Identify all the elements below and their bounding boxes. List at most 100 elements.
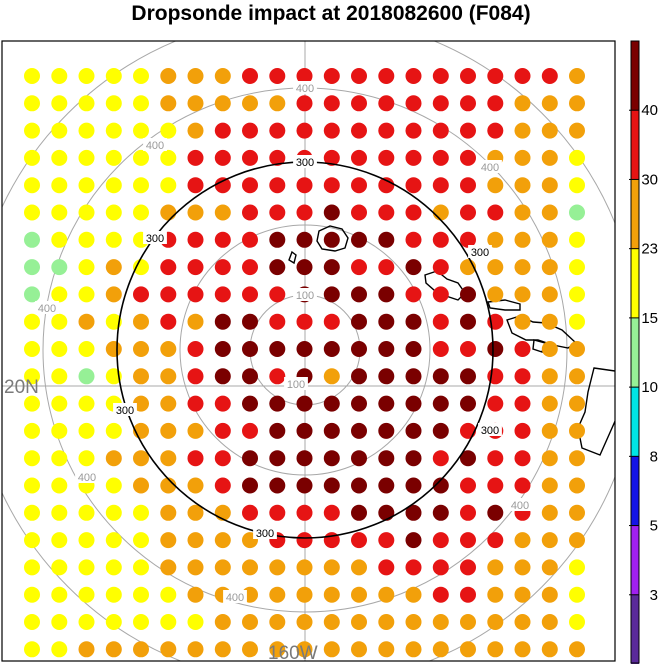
impact-dot — [214, 614, 231, 630]
impact-dot — [187, 395, 204, 412]
impact-dot — [269, 341, 286, 357]
impact-dot — [269, 450, 286, 467]
impact-dot — [378, 368, 395, 385]
impact-dot — [460, 422, 476, 439]
impact-dot — [269, 231, 286, 248]
impact-dot — [105, 586, 122, 603]
impact-dot — [351, 177, 367, 194]
impact-dot — [51, 477, 68, 494]
impact-dot — [323, 204, 340, 221]
impact-dot — [133, 395, 149, 412]
impact-dot — [541, 641, 558, 658]
impact-dot — [432, 586, 449, 603]
impact-dot — [378, 177, 395, 194]
impact-dot — [214, 368, 231, 385]
impact-dot — [323, 231, 340, 248]
impact-dot — [214, 313, 231, 330]
kauai-outline — [316, 225, 349, 252]
impact-dot — [541, 586, 558, 603]
impact-dot — [160, 586, 177, 603]
impact-dot — [24, 177, 40, 194]
impact-dot — [214, 149, 231, 166]
impact-dot — [78, 259, 95, 276]
impact-dot — [432, 559, 449, 576]
impact-dot — [187, 641, 204, 658]
impact-dot — [405, 313, 422, 330]
impact-dot — [187, 614, 204, 630]
impact-dot — [214, 395, 231, 412]
impact-dot — [405, 559, 422, 576]
impact-dot — [351, 68, 367, 84]
impact-dot — [405, 259, 422, 276]
impact-dot — [24, 286, 40, 303]
impact-dot — [351, 368, 367, 385]
impact-dot — [487, 177, 504, 194]
impact-dot — [105, 286, 122, 303]
impact-dot — [460, 586, 476, 603]
impact-dot — [160, 68, 177, 84]
impact-dot — [323, 559, 340, 576]
impact-dot — [432, 68, 449, 84]
impact-dot — [296, 641, 313, 658]
impact-dot — [569, 95, 585, 112]
colorbar-band — [631, 456, 639, 527]
impact-dot — [214, 450, 231, 467]
impact-dot — [24, 504, 40, 521]
impact-dot — [51, 204, 68, 221]
impact-dot — [460, 68, 476, 84]
impact-dot — [24, 95, 40, 112]
impact-dot — [24, 231, 40, 248]
impact-dot — [160, 477, 177, 494]
impact-dot — [460, 532, 476, 549]
impact-dot — [378, 532, 395, 549]
impact-dot — [187, 586, 204, 603]
impact-dot — [323, 586, 340, 603]
impact-dot — [514, 259, 531, 276]
impact-dot — [405, 204, 422, 221]
impact-dot — [24, 586, 40, 603]
impact-dot — [78, 95, 95, 112]
impact-dot — [51, 395, 68, 412]
colorbar-band — [631, 179, 639, 250]
impact-dot — [432, 149, 449, 166]
impact-dot — [105, 477, 122, 494]
impact-dot — [541, 95, 558, 112]
impact-dot — [514, 477, 531, 494]
impact-dot — [378, 450, 395, 467]
impact-dot — [514, 614, 531, 630]
impact-dot — [105, 95, 122, 112]
impact-dot — [78, 422, 95, 439]
range-ring-label: 400 — [511, 500, 529, 512]
impact-dot — [105, 68, 122, 84]
impact-dot — [187, 477, 204, 494]
impact-dot — [24, 614, 40, 630]
impact-dot — [105, 259, 122, 276]
impact-dot — [214, 204, 231, 221]
impact-dot — [24, 450, 40, 467]
impact-dot — [24, 259, 40, 276]
impact-dot — [296, 422, 313, 439]
impact-dot — [214, 177, 231, 194]
impact-dot — [405, 450, 422, 467]
impact-dot — [133, 450, 149, 467]
colorbar-band — [631, 110, 639, 180]
impact-dot — [405, 532, 422, 549]
impact-dot — [78, 122, 95, 139]
impact-dot — [432, 368, 449, 385]
impact-dot — [432, 122, 449, 139]
impact-dot — [460, 395, 476, 412]
hawaii-big-island-outline — [577, 367, 615, 456]
impact-dot — [296, 313, 313, 330]
impact-dot — [78, 204, 95, 221]
lat-label-20n: 20N — [4, 377, 39, 398]
impact-dot — [78, 504, 95, 521]
impact-dot — [296, 614, 313, 630]
impact-dot — [187, 149, 204, 166]
impact-dot — [569, 368, 585, 385]
colorbar-tick-label: 8 — [650, 448, 658, 465]
impact-dot — [51, 586, 68, 603]
impact-dot — [323, 313, 340, 330]
impact-dot — [432, 532, 449, 549]
impact-dot — [460, 313, 476, 330]
impact-dot — [514, 286, 531, 303]
